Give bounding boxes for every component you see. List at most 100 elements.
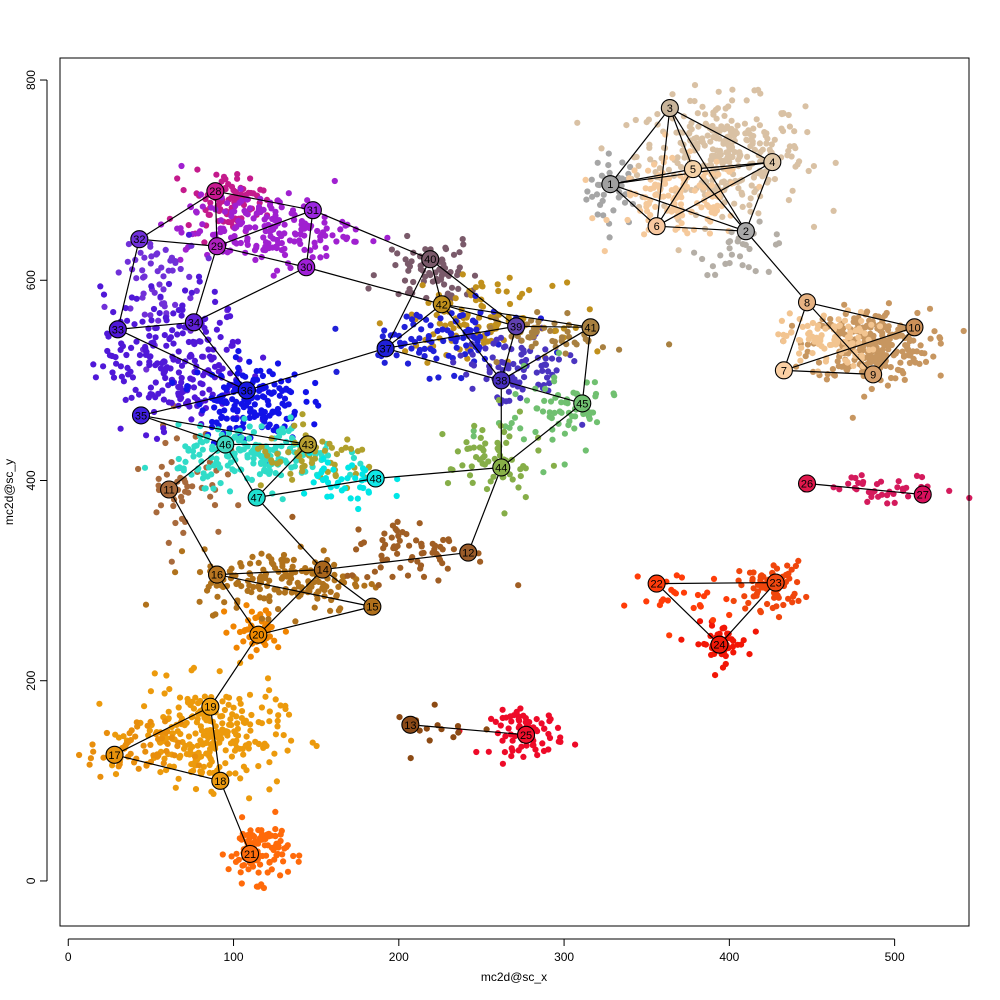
data-point (232, 189, 240, 196)
node-label: 48 (370, 473, 382, 485)
data-point (450, 546, 457, 553)
data-point (266, 368, 273, 375)
node-marker (207, 565, 227, 584)
data-point (123, 351, 130, 359)
data-point (879, 346, 886, 354)
data-point (516, 408, 524, 415)
data-point (256, 471, 263, 478)
node-label: 32 (133, 234, 145, 246)
data-point (139, 294, 146, 301)
data-point (289, 513, 296, 521)
data-point (392, 525, 399, 533)
node-marker (660, 99, 679, 118)
node-label: 21 (244, 849, 256, 861)
data-point (332, 325, 339, 332)
data-point (191, 753, 199, 760)
data-point (736, 253, 744, 260)
data-point (561, 430, 569, 437)
data-point (507, 713, 514, 720)
data-point (266, 412, 273, 419)
data-point (501, 428, 508, 436)
data-point (172, 519, 179, 527)
data-point (473, 748, 480, 756)
data-point (170, 310, 177, 317)
data-point (508, 420, 515, 427)
data-point (913, 472, 921, 479)
data-point (729, 86, 736, 93)
data-point (225, 701, 232, 708)
data-point (681, 154, 688, 161)
data-point (258, 704, 265, 711)
data-point (773, 231, 780, 238)
data-point (822, 325, 829, 332)
data-point (277, 837, 284, 845)
edge-29-31 (216, 209, 314, 247)
data-point (521, 374, 528, 381)
edge-16-15 (216, 574, 373, 608)
data-point (719, 213, 726, 220)
data-point (519, 386, 526, 393)
data-point (148, 253, 155, 260)
data-point (704, 132, 711, 139)
data-point (592, 393, 599, 400)
data-point (172, 301, 179, 308)
data-point (164, 728, 171, 735)
data-point (128, 294, 135, 301)
data-point (352, 475, 359, 482)
data-point (520, 436, 528, 443)
data-point (901, 352, 908, 359)
data-point (147, 260, 154, 267)
data-point (669, 154, 676, 161)
data-point (281, 395, 289, 402)
node-26: 26 (797, 474, 817, 493)
data-point (594, 181, 602, 188)
data-point (248, 476, 255, 483)
data-point (141, 254, 148, 261)
data-point (523, 397, 531, 404)
data-point (448, 284, 456, 291)
data-point (208, 758, 215, 765)
data-point (739, 262, 746, 269)
data-point (845, 323, 852, 330)
data-point (540, 469, 547, 476)
data-point (742, 605, 749, 612)
data-point (213, 582, 220, 589)
data-point (299, 464, 306, 471)
data-point (712, 106, 720, 113)
node-17: 17 (105, 745, 124, 764)
data-point (922, 358, 930, 365)
data-point (571, 425, 578, 432)
data-point (656, 602, 664, 609)
data-point (249, 575, 256, 582)
data-point (522, 494, 529, 501)
data-point (713, 158, 720, 165)
data-point (388, 534, 395, 541)
data-point (143, 366, 150, 373)
data-point (635, 162, 642, 169)
data-point (298, 218, 305, 225)
data-point (240, 404, 247, 411)
data-point (338, 578, 345, 586)
data-point (254, 394, 261, 401)
data-point (418, 326, 425, 333)
data-point (237, 700, 244, 707)
data-point (855, 334, 862, 341)
data-point (472, 319, 479, 326)
data-point (237, 221, 244, 228)
node-marker (366, 469, 385, 488)
data-point (430, 348, 437, 355)
data-point (758, 584, 765, 591)
data-point (76, 751, 83, 759)
data-point (835, 363, 842, 370)
data-point (884, 382, 892, 389)
data-point (499, 706, 506, 713)
data-point (666, 341, 673, 348)
data-point (153, 509, 160, 516)
data-point (726, 245, 733, 252)
data-point (283, 557, 290, 564)
node-25: 25 (517, 725, 536, 744)
data-point (572, 741, 579, 748)
data-point (272, 731, 279, 738)
node-12: 12 (459, 543, 478, 562)
data-point (668, 586, 675, 594)
